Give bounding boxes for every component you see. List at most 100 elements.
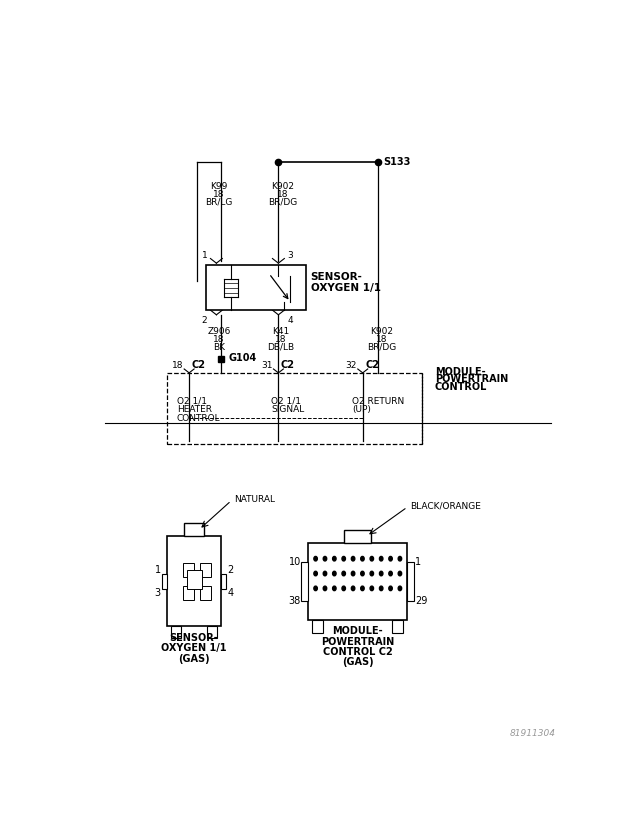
- Bar: [171, 627, 180, 638]
- Bar: [308, 542, 408, 620]
- Text: OXYGEN 1/1: OXYGEN 1/1: [310, 282, 381, 292]
- Text: POWERTRAIN: POWERTRAIN: [435, 375, 508, 385]
- Text: 1: 1: [202, 251, 207, 260]
- Text: 32: 32: [346, 360, 356, 370]
- Text: C2: C2: [191, 360, 205, 370]
- Text: 3: 3: [287, 251, 293, 260]
- Circle shape: [398, 586, 402, 591]
- Text: MODULE-: MODULE-: [332, 627, 383, 636]
- Text: NATURAL: NATURAL: [234, 494, 275, 504]
- Circle shape: [370, 572, 374, 576]
- Bar: [167, 536, 221, 627]
- Circle shape: [314, 572, 317, 576]
- Circle shape: [351, 572, 355, 576]
- Circle shape: [342, 556, 346, 561]
- Text: 18: 18: [172, 360, 183, 370]
- Circle shape: [361, 556, 364, 561]
- Text: 2: 2: [202, 316, 207, 325]
- Text: CONTROL: CONTROL: [177, 413, 220, 422]
- Bar: [312, 620, 323, 633]
- Circle shape: [398, 572, 402, 576]
- Circle shape: [333, 586, 336, 591]
- Circle shape: [370, 556, 374, 561]
- Circle shape: [361, 586, 364, 591]
- Text: K902: K902: [370, 327, 393, 336]
- Circle shape: [351, 586, 355, 591]
- Circle shape: [398, 556, 402, 561]
- Text: 4: 4: [287, 316, 293, 325]
- Text: BR/LG: BR/LG: [205, 198, 232, 206]
- Circle shape: [380, 556, 383, 561]
- Bar: [200, 562, 211, 577]
- Text: (UP): (UP): [352, 405, 371, 414]
- Circle shape: [333, 556, 336, 561]
- Text: 4: 4: [227, 588, 234, 597]
- Text: SIGNAL: SIGNAL: [271, 405, 304, 414]
- Text: O2 1/1: O2 1/1: [177, 396, 207, 406]
- Text: MODULE-: MODULE-: [435, 366, 485, 376]
- Text: SENSOR-: SENSOR-: [310, 272, 362, 282]
- Text: 29: 29: [415, 596, 427, 606]
- Circle shape: [333, 572, 336, 576]
- Text: (GAS): (GAS): [179, 654, 210, 664]
- Circle shape: [389, 586, 392, 591]
- Bar: [167, 373, 422, 444]
- Bar: [207, 265, 306, 310]
- Circle shape: [380, 572, 383, 576]
- Bar: [301, 562, 308, 601]
- Bar: [162, 573, 167, 589]
- Text: 1: 1: [155, 565, 161, 575]
- Text: 2: 2: [227, 565, 234, 575]
- Circle shape: [323, 586, 326, 591]
- Circle shape: [342, 586, 346, 591]
- Text: O2 1/1: O2 1/1: [271, 396, 301, 406]
- Bar: [207, 627, 218, 638]
- Bar: [408, 562, 414, 601]
- Text: CONTROL: CONTROL: [435, 382, 487, 392]
- Text: K99: K99: [210, 182, 228, 191]
- Circle shape: [361, 572, 364, 576]
- Bar: [200, 586, 211, 600]
- Text: BLACK/ORANGE: BLACK/ORANGE: [410, 501, 481, 510]
- Text: O2 RETURN: O2 RETURN: [352, 396, 404, 406]
- Text: 18: 18: [213, 335, 225, 344]
- Bar: [184, 523, 205, 536]
- Text: 18: 18: [213, 189, 225, 199]
- Text: CONTROL C2: CONTROL C2: [323, 647, 392, 657]
- Text: OXYGEN 1/1: OXYGEN 1/1: [161, 644, 227, 654]
- Bar: [187, 570, 202, 589]
- Text: K41: K41: [272, 327, 289, 336]
- Bar: [392, 620, 403, 633]
- Circle shape: [380, 586, 383, 591]
- Circle shape: [323, 572, 326, 576]
- Text: HEATER: HEATER: [177, 405, 212, 414]
- Text: 18: 18: [376, 335, 387, 344]
- Text: SENSOR-: SENSOR-: [170, 633, 218, 643]
- Text: C2: C2: [281, 360, 295, 370]
- Text: 3: 3: [155, 588, 161, 597]
- Text: K902: K902: [271, 182, 294, 191]
- Circle shape: [323, 556, 326, 561]
- Text: (GAS): (GAS): [342, 658, 374, 667]
- Text: BR/DG: BR/DG: [367, 343, 396, 352]
- Text: BR/DG: BR/DG: [268, 198, 297, 206]
- Bar: [344, 530, 371, 542]
- Text: 38: 38: [289, 596, 301, 606]
- Text: G104: G104: [229, 353, 257, 363]
- Circle shape: [351, 556, 355, 561]
- Text: 18: 18: [275, 335, 287, 344]
- Circle shape: [370, 586, 374, 591]
- Bar: [221, 573, 227, 589]
- Circle shape: [389, 556, 392, 561]
- Text: 81911304: 81911304: [510, 729, 556, 738]
- Text: 31: 31: [261, 360, 273, 370]
- Circle shape: [314, 556, 317, 561]
- Text: POWERTRAIN: POWERTRAIN: [321, 637, 394, 647]
- Text: S133: S133: [383, 157, 411, 167]
- Circle shape: [389, 572, 392, 576]
- Text: DB/LB: DB/LB: [268, 343, 294, 352]
- Text: Z906: Z906: [207, 327, 230, 336]
- Text: BK: BK: [213, 343, 225, 352]
- Circle shape: [342, 572, 346, 576]
- Bar: [183, 562, 194, 577]
